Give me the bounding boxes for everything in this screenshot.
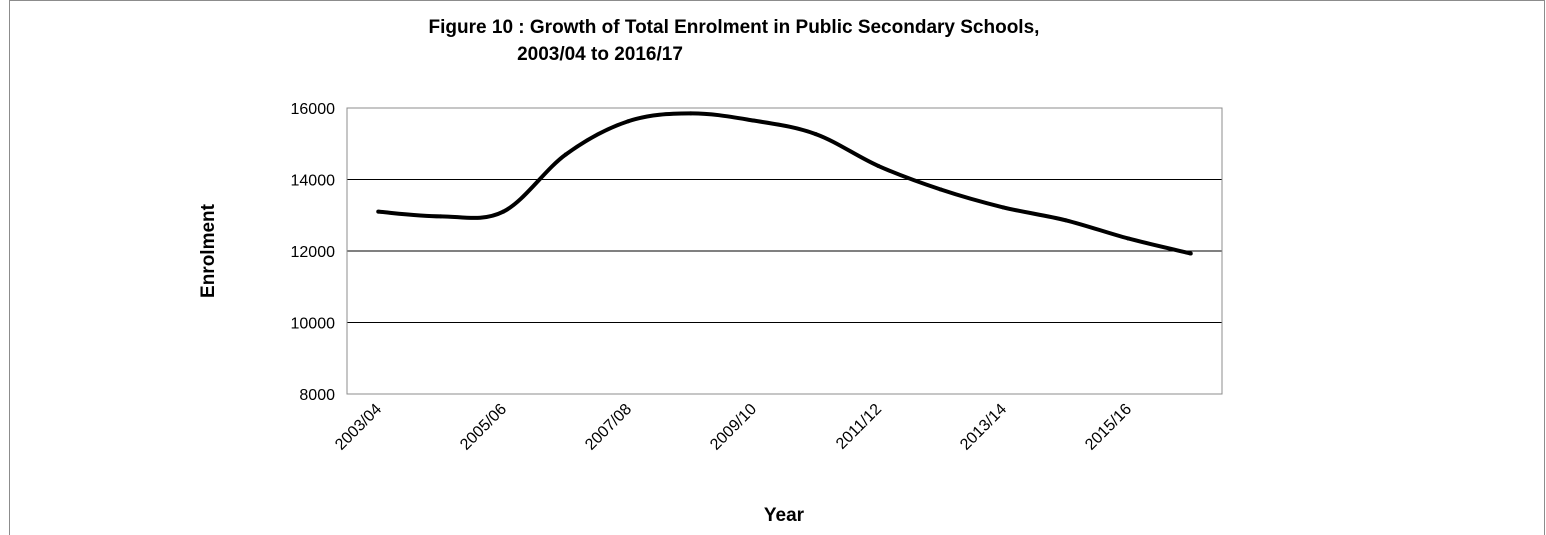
data-point-2007/08 xyxy=(626,119,631,124)
y-tick-label: 16000 xyxy=(291,101,336,118)
data-point-2004/05 xyxy=(438,214,443,219)
data-point-2006/07 xyxy=(563,152,568,157)
chart-title-line-2: 2003/04 to 2016/17 xyxy=(517,44,683,65)
y-tick-label: 14000 xyxy=(291,173,336,190)
y-tick-label: 10000 xyxy=(291,316,336,333)
x-tick-label: 2005/06 xyxy=(457,401,510,454)
series-layer xyxy=(376,111,1193,256)
data-point-2013/14 xyxy=(1001,205,1006,210)
x-tick-label: 2013/14 xyxy=(957,401,1010,454)
series-line xyxy=(378,111,1192,256)
data-point-2005/06 xyxy=(501,209,506,214)
data-point-2011/12 xyxy=(876,163,881,168)
data-point-2014/15 xyxy=(1063,218,1068,223)
data-point-2012/13 xyxy=(938,187,943,192)
gridlines xyxy=(347,179,1222,323)
x-tick-label: 2007/08 xyxy=(582,401,635,454)
x-tick-label: 2009/10 xyxy=(707,401,760,454)
y-tick-label: 8000 xyxy=(299,387,335,404)
data-point-2009/10 xyxy=(751,118,756,123)
data-point-2010/11 xyxy=(813,132,818,137)
chart-title-line-1: Figure 10 : Growth of Total Enrolment in… xyxy=(429,17,1040,38)
data-point-2003/04 xyxy=(376,209,381,214)
x-axis-label: Year xyxy=(764,505,805,526)
x-tick-label: 2003/04 xyxy=(332,401,385,454)
y-tick-label: 12000 xyxy=(291,244,336,261)
x-tick-label: 2011/12 xyxy=(833,401,885,453)
data-point-2016/17 xyxy=(1188,251,1193,256)
y-axis-label: Enrolment xyxy=(198,203,219,298)
x-tick-label: 2015/16 xyxy=(1082,401,1135,454)
plot-area xyxy=(346,107,1223,395)
chart-frame xyxy=(9,0,1545,535)
data-point-2008/09 xyxy=(688,111,693,116)
y-axis-ticks: 8000 10000 12000 14000 16000 xyxy=(291,101,336,404)
x-axis-ticks: 2003/04 2005/06 2007/08 2009/10 2011/12 2013/… xyxy=(332,401,1135,454)
data-point-2015/16 xyxy=(1126,236,1131,241)
